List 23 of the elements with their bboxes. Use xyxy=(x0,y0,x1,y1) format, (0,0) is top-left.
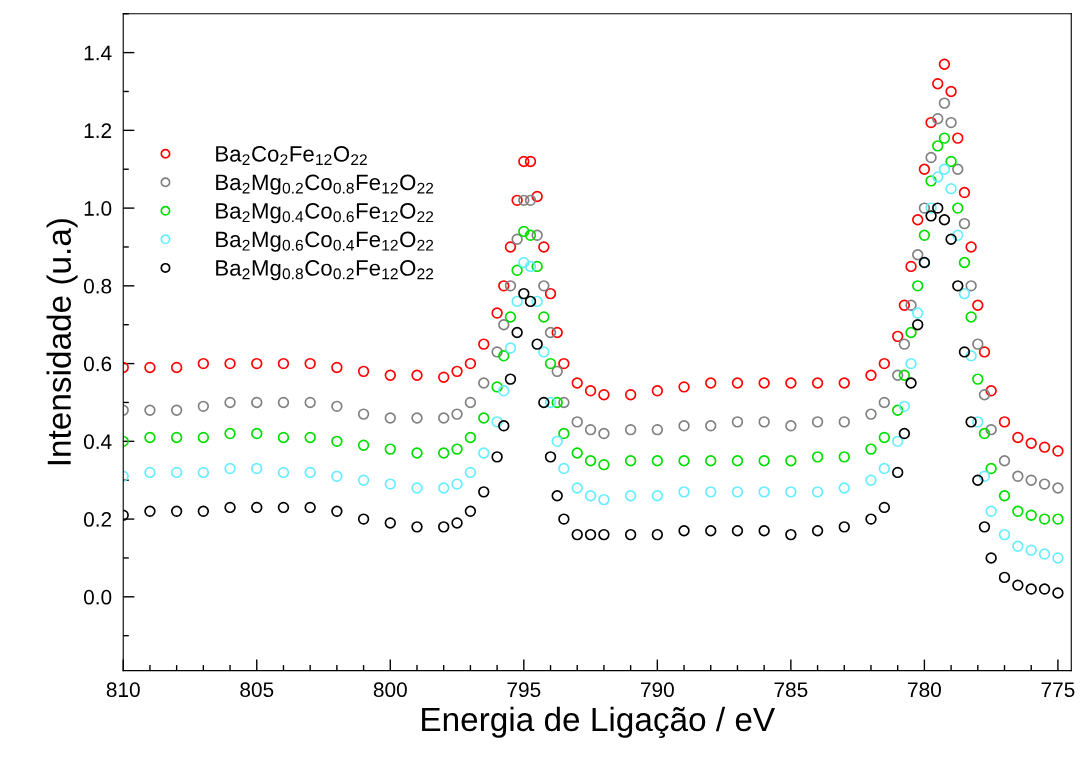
x-tick-label: 800 xyxy=(373,682,407,698)
text: Ba$_{2}$Mg$_{0.6}$Co$_{0.4}$Fe$_{12}$O$_{22}$ xyxy=(216,231,434,252)
x-tick-label: 795 xyxy=(507,682,541,698)
y-tick-label: 0.4 xyxy=(83,434,112,450)
y-tick-label: 1.2 xyxy=(84,123,112,138)
y-tick-label: 1.4 xyxy=(84,45,112,61)
legend-label: Ba$_{2}$Co$_{2}$Fe$_{12}$O$_{22}$ xyxy=(216,145,367,165)
text: Ba$_{2}$Mg$_{0.8}$Co$_{0.2}$Fe$_{12}$O$_{22}$ xyxy=(216,260,434,281)
y-tick-label: 0.8 xyxy=(83,278,112,294)
x-tick-label: 810 xyxy=(106,682,140,698)
x-axis-title: Energia de Ligação / eV xyxy=(422,706,776,738)
x-tick-label: 780 xyxy=(908,682,941,698)
y-tick-label: 0.6 xyxy=(83,356,112,372)
y-tick-label: 0.0 xyxy=(83,589,112,605)
y-tick-label: 1.0 xyxy=(84,201,112,216)
x-tick-label: 785 xyxy=(774,682,808,698)
x-tick-label: 775 xyxy=(1041,682,1075,698)
text: Ba$_{2}$Mg$_{0.2}$Co$_{0.8}$Fe$_{12}$O$_{22}$ xyxy=(216,174,434,195)
x-tick-label: 805 xyxy=(240,682,274,698)
text: Ba$_{2}$Mg$_{0.4}$Co$_{0.6}$Fe$_{12}$O$_{22}$ xyxy=(216,203,434,224)
y-tick-label: 0.2 xyxy=(83,512,112,527)
y-axis-title: Intensidade (u.a) xyxy=(46,219,78,465)
x-tick-label: 790 xyxy=(641,682,674,698)
